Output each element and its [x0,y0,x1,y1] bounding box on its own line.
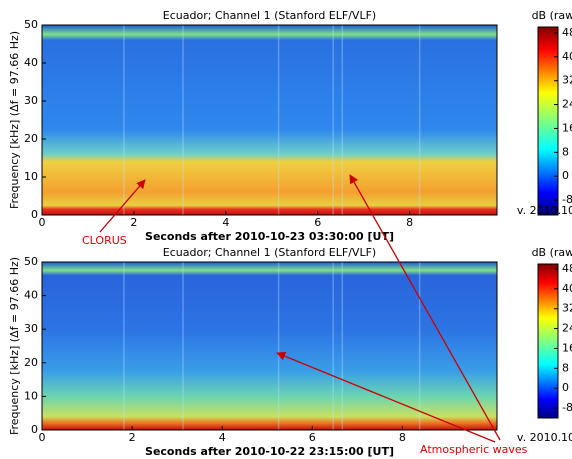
colorbar-tick-label: -8 [562,193,572,206]
plot-frame [41,261,498,431]
colorbar-tick-label: 24 [562,322,572,335]
colorbar-tick-label: 8 [562,361,569,374]
colorbar [537,26,559,216]
colorbar-label: dB (raw) [532,246,572,259]
x-tick-label: 4 [219,431,226,444]
colorbar-tick-label: 16 [562,341,572,354]
x-tick-label: 8 [406,216,413,229]
x-tick-label: 2 [129,431,136,444]
colorbar-tick-label: 32 [562,302,572,315]
plot-frame [41,24,498,216]
colorbar-tick-label: 16 [562,121,572,134]
colorbar-tick-label: 48 [562,26,572,39]
y-tick-label: 40 [24,289,38,302]
y-tick-label: 20 [24,132,38,145]
colorbar-tick-label: 40 [562,282,572,295]
y-axis-label: Frequency [kHz] (Δf = 97.66 Hz) [8,31,21,209]
x-tick-label: 2 [130,216,137,229]
y-tick-label: 10 [24,389,38,402]
version-label: v. 2010.1004 [517,204,572,217]
chart-title: Ecuador; Channel 1 (Stanford ELF/VLF) [163,9,376,22]
y-tick-label: 50 [24,255,38,268]
colorbar-tick-label: 48 [562,262,572,275]
y-tick-label: 0 [31,423,38,436]
y-tick-label: 10 [24,170,38,183]
spectrogram [42,25,497,215]
y-tick-label: 30 [24,322,38,335]
x-tick-label: 4 [222,216,229,229]
annotation: CLORUS [82,234,127,247]
colorbar-tick-label: 8 [562,145,569,158]
spectrogram [42,262,497,430]
y-axis-label: Frequency [kHz] (Δf = 97.66 Hz) [8,257,21,435]
y-tick-label: 0 [31,208,38,221]
version-label: v. 2010.1004 [517,431,572,444]
x-tick-label: 6 [309,431,316,444]
annotation: Atmospheric waves [420,443,528,456]
x-tick-label: 6 [314,216,321,229]
colorbar [537,263,559,419]
arrows [99,174,501,443]
chart-title: Ecuador; Channel 1 (Stanford ELF/VLF) [163,246,376,259]
x-tick-label: 0 [39,216,46,229]
x-axis-label: Seconds after 2010-10-23 03:30:00 [UT] [145,230,394,243]
colorbar-tick-label: 40 [562,50,572,63]
arrow [99,179,146,233]
x-axis-label: Seconds after 2010-10-22 23:15:00 [UT] [145,445,394,458]
x-tick-label: 8 [399,431,406,444]
arrow [349,174,501,441]
colorbar-label: dB (raw) [532,9,572,22]
y-tick-label: 20 [24,356,38,369]
arrow [276,351,496,443]
colorbar-tick-label: 24 [562,98,572,111]
y-tick-label: 50 [24,18,38,31]
colorbar-tick-label: 0 [562,169,569,182]
colorbar-tick-label: -8 [562,401,572,414]
colorbar-tick-label: 32 [562,74,572,87]
y-tick-label: 40 [24,56,38,69]
x-tick-label: 0 [39,431,46,444]
colorbar-tick-label: 0 [562,381,569,394]
y-tick-label: 30 [24,94,38,107]
